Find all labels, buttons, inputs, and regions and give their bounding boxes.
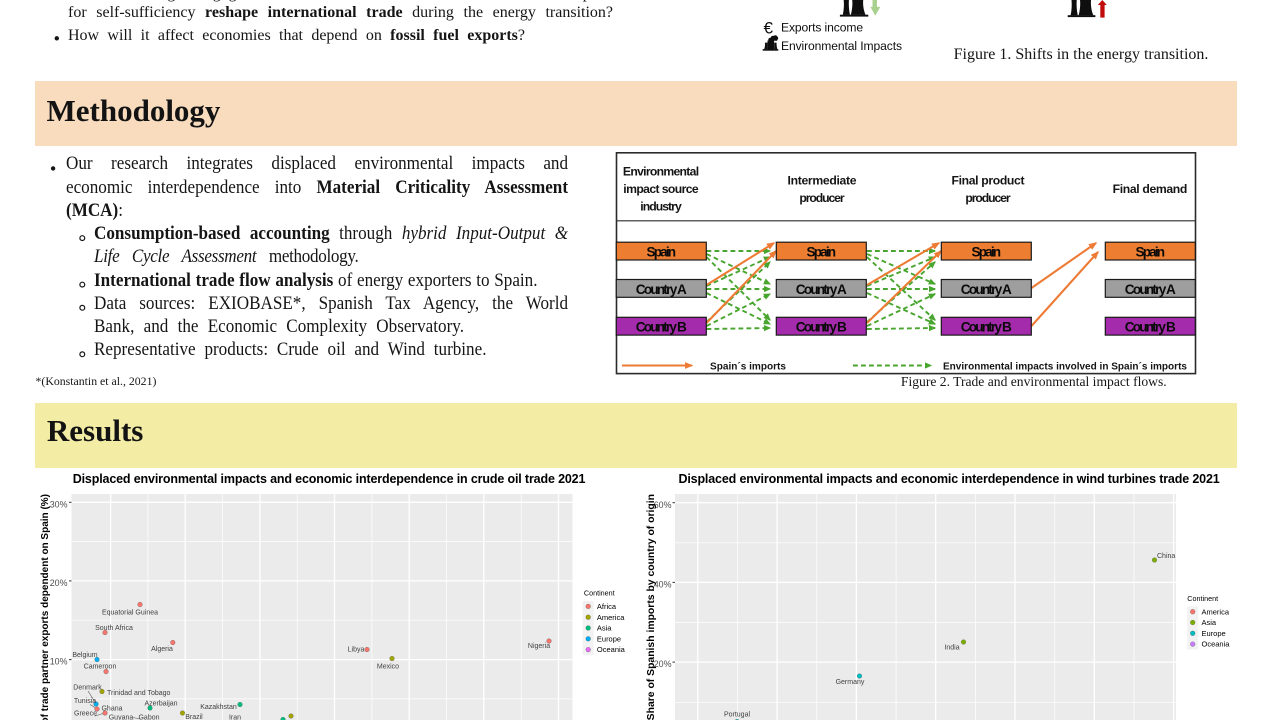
svg-text:Country B: Country B (636, 320, 687, 335)
svg-text:Spain: Spain (1136, 245, 1166, 260)
svg-text:Equatorial Guinea: Equatorial Guinea (102, 610, 158, 617)
svg-text:Oceania: Oceania (597, 645, 626, 654)
svg-text:Azerbaijan: Azerbaijan (144, 701, 177, 708)
svg-text:Libya: Libya (348, 647, 365, 654)
svg-text:Country A: Country A (636, 282, 687, 297)
svg-text:Europe: Europe (597, 634, 621, 643)
svg-text:Greece: Greece (74, 711, 97, 718)
svg-text:Displaced environmental impact: Displaced environmental impacts and econ… (73, 472, 586, 486)
svg-text:Environmental impacts involved: Environmental impacts involved in Spain´… (943, 362, 1187, 373)
svg-text:Spain: Spain (647, 245, 677, 260)
svg-text:India: India (944, 645, 959, 652)
svg-text:Spain: Spain (972, 245, 1002, 260)
svg-text:Trinidad and Tobago: Trinidad and Tobago (107, 690, 171, 697)
svg-text:America: America (597, 613, 625, 622)
svg-text:China: China (1157, 553, 1175, 560)
svg-text:Brazil: Brazil (185, 714, 203, 720)
svg-text:Cameroon: Cameroon (84, 664, 117, 671)
svg-text:Kazakhstan: Kazakhstan (200, 704, 237, 711)
svg-text:Nigeria: Nigeria (528, 643, 550, 650)
svg-text:Country B: Country B (961, 320, 1012, 335)
svg-text:Mexico: Mexico (377, 664, 399, 671)
svg-text:Gabon: Gabon (138, 715, 159, 720)
svg-text:Final product: Final product (952, 173, 1025, 187)
svg-text:Asia: Asia (597, 624, 612, 633)
svg-text:40%: 40% (654, 580, 672, 590)
svg-text:impact source: impact source (623, 182, 699, 196)
svg-text:Intermediate: Intermediate (788, 173, 857, 187)
svg-text:producer: producer (799, 191, 844, 205)
svg-text:Asia: Asia (1202, 618, 1217, 627)
svg-text:Exports income: Exports income (781, 20, 863, 34)
svg-text:Iran: Iran (229, 715, 241, 720)
svg-text:Country A: Country A (961, 282, 1012, 297)
svg-text:Tunisia: Tunisia (74, 698, 96, 705)
svg-text:30%: 30% (50, 499, 68, 509)
svg-text:South Africa: South Africa (95, 625, 133, 632)
svg-text:60%: 60% (654, 500, 672, 510)
svg-text:Country A: Country A (1125, 282, 1176, 297)
svg-text:Country B: Country B (1125, 320, 1176, 335)
svg-text:Share of Spanish imports by co: Share of Spanish imports by country of o… (646, 494, 657, 720)
svg-text:20%: 20% (50, 578, 68, 588)
svg-text:industry: industry (640, 200, 682, 214)
svg-text:Country B: Country B (796, 320, 847, 335)
svg-text:Continent: Continent (584, 589, 615, 598)
svg-text:producer: producer (965, 191, 1010, 205)
svg-text:10%: 10% (50, 657, 68, 667)
svg-text:€: € (764, 19, 774, 38)
svg-text:Portugal: Portugal (724, 712, 751, 719)
svg-text:Final demand: Final demand (1113, 182, 1188, 196)
svg-text:Environmental: Environmental (623, 165, 699, 179)
svg-text:Oceania: Oceania (1202, 640, 1231, 649)
svg-text:Ghana: Ghana (101, 706, 122, 713)
svg-text:Africa: Africa (597, 602, 617, 611)
svg-text:Continent: Continent (1187, 594, 1218, 603)
svg-text:Displaced environmental impact: Displaced environmental impacts and econ… (678, 472, 1219, 486)
svg-text:Germany: Germany (836, 679, 865, 686)
svg-text:Denmark: Denmark (73, 685, 102, 692)
svg-text:Belgium: Belgium (72, 652, 97, 659)
svg-text:Spain´s imports: Spain´s imports (710, 362, 786, 373)
svg-text:Europe: Europe (1202, 629, 1226, 638)
svg-text:20%: 20% (654, 659, 672, 669)
svg-text:Country A: Country A (796, 282, 847, 297)
svg-text:Algeria: Algeria (151, 646, 173, 653)
svg-text:Spain: Spain (807, 245, 837, 260)
svg-text:Environmental Impacts: Environmental Impacts (781, 39, 902, 53)
svg-text:America: America (1202, 607, 1230, 616)
svg-text:Share of trade partner exports: Share of trade partner exports dependent… (40, 494, 51, 720)
svg-text:Guyana: Guyana (109, 715, 134, 720)
